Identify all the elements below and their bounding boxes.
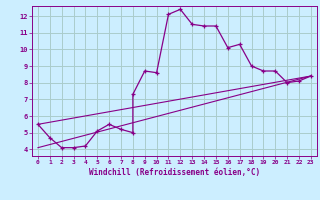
X-axis label: Windchill (Refroidissement éolien,°C): Windchill (Refroidissement éolien,°C)	[89, 168, 260, 177]
